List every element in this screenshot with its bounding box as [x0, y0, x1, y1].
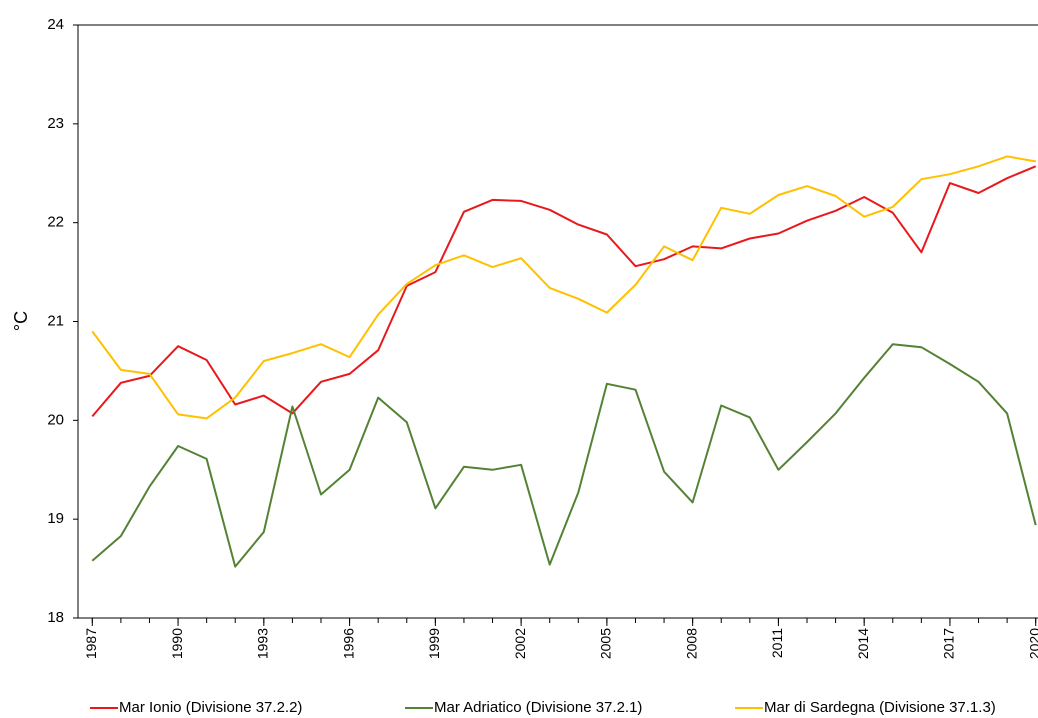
y-tick-label: 22 [47, 214, 64, 231]
x-tick-label: 1999 [426, 628, 442, 659]
legend-label: Mar Ionio (Divisione 37.2.2) [119, 699, 302, 716]
legend-label: Mar di Sardegna (Divisione 37.1.3) [764, 699, 996, 716]
legend-label: Mar Adriatico (Divisione 37.2.1) [434, 699, 642, 716]
x-tick-label: 1990 [169, 628, 185, 659]
x-tick-label: 2020 [1026, 628, 1038, 659]
y-tick-label: 24 [47, 16, 64, 33]
x-tick-label: 1996 [340, 628, 356, 659]
y-axis-label: °C [11, 311, 31, 331]
series-line [91, 165, 1037, 418]
x-tick-label: 2002 [512, 628, 528, 659]
x-tick-label: 1993 [255, 628, 271, 659]
x-tick-label: 2014 [855, 628, 871, 659]
y-tick-label: 23 [47, 115, 64, 132]
x-tick-label: 2017 [941, 628, 957, 659]
y-tick-label: 20 [47, 411, 64, 428]
y-tick-label: 18 [47, 609, 64, 626]
x-tick-label: 2008 [683, 628, 699, 659]
series-line [91, 155, 1036, 420]
series-line [91, 343, 1037, 568]
x-tick-label: 1987 [83, 628, 99, 659]
y-tick-label: 21 [47, 312, 64, 329]
x-tick-label: 2011 [769, 628, 785, 658]
y-tick-label: 19 [47, 510, 64, 527]
x-tick-label: 2005 [598, 628, 614, 659]
